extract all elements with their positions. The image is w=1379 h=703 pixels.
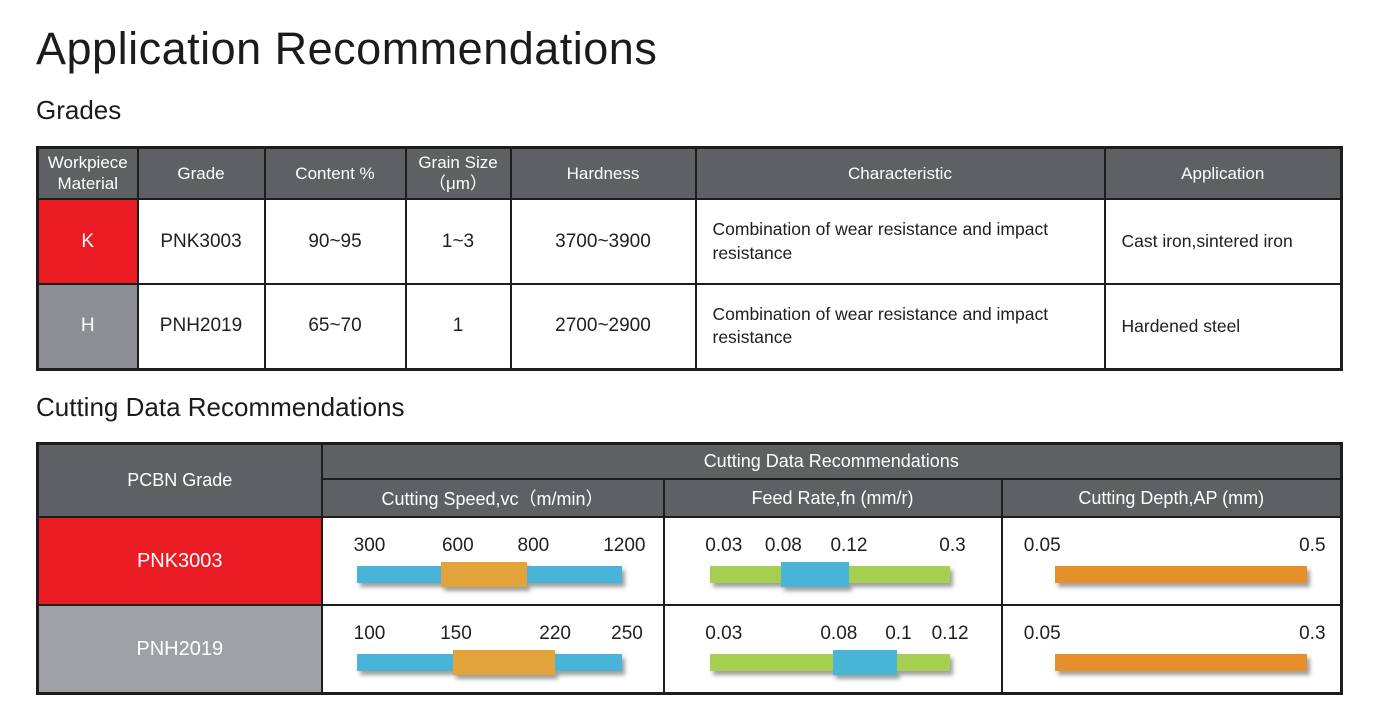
application-value: Hardened steel	[1103, 283, 1343, 371]
col-cutting-data-recommendations: Cutting Data Recommendations	[320, 442, 1343, 481]
page-title: Application Recommendations	[36, 23, 658, 74]
workpiece-letter-k: K	[36, 198, 139, 286]
grades-header-row: Workpiece Material Grade Content % Grain…	[36, 146, 1343, 201]
bar-tick-labels: 300 600 800 1200	[353, 535, 646, 557]
characteristic-value: Combination of wear resistance and impac…	[694, 198, 1106, 286]
workpiece-letter-h: H	[36, 283, 139, 371]
bar-tick-labels: 0.03 0.08 0.1 0.12	[705, 623, 968, 645]
grades-table: Workpiece Material Grade Content % Grain…	[36, 145, 1343, 371]
col-hardness: Hardness	[509, 146, 697, 201]
bar-tick-label: 0.5	[1299, 535, 1326, 557]
grade-value: PNH2019	[136, 283, 266, 371]
content-value: 90~95	[263, 198, 407, 286]
cutting-depth-range-bar: 0.05 0.5	[1000, 516, 1343, 607]
cutting-header-row-sub: Cutting Speed,vc（m/min） Feed Rate,fn (mm…	[38, 478, 1343, 519]
bar-tick-label: 0.03	[705, 623, 743, 645]
col-feed-rate: Feed Rate,fn (mm/r)	[662, 478, 1003, 519]
application-value: Cast iron,sintered iron	[1103, 198, 1343, 286]
feed-rate-range-bar: 0.03 0.08 0.12 0.3	[662, 516, 1003, 607]
optimal-range-segment	[440, 562, 528, 588]
col-grain-size: Grain Size （μm）	[404, 146, 512, 201]
optimal-range-segment	[452, 650, 556, 676]
bar-tick-labels: 0.03 0.08 0.12 0.3	[705, 535, 965, 557]
feed-rate-bar: 0.03 0.08 0.12 0.3	[705, 535, 966, 588]
bar-tick-label: 0.08	[820, 623, 858, 645]
cutting-header-row-span: PCBN Grade Cutting Data Recommendations	[36, 442, 1343, 519]
table-row-k: K PNK3003 90~95 1~3 3700~3900 Combinatio…	[36, 198, 1343, 286]
bar-tick-label: 300	[353, 535, 386, 557]
col-characteristic: Characteristic	[694, 146, 1106, 201]
col-pcbn-grade: PCBN Grade	[36, 442, 323, 519]
range-segment	[709, 566, 782, 584]
table-row-pnh2019: PNH2019 100 150 220 250 0.03 0.08 0.1 0.12 0.0…	[36, 604, 1343, 695]
bar-tick-label: 0.1	[885, 623, 912, 645]
cutting-speed-range-bar: 300 600 800 1200	[320, 516, 665, 607]
grade-value: PNK3003	[136, 198, 266, 286]
bar-tick-label: 800	[517, 535, 550, 557]
bar-tick-label: 0.05	[1023, 623, 1061, 645]
range-segment	[1054, 654, 1308, 672]
bar-tick-label: 0.03	[705, 535, 743, 557]
col-application: Application	[1103, 146, 1343, 201]
bar-tick-label: 100	[353, 623, 386, 645]
range-segment	[709, 654, 833, 672]
col-content: Content %	[263, 146, 407, 201]
bar-tick-label: 150	[440, 623, 472, 645]
range-segment	[897, 654, 951, 672]
bar-tick-labels: 100 150 220 250	[353, 623, 643, 645]
table-row-pnk3003: PNK3003 300 600 800 1200 0.03 0.08 0.12 0.3 0.…	[36, 516, 1343, 607]
grain-size-value: 1~3	[404, 198, 512, 286]
cutting-speed-range-bar: 100 150 220 250	[320, 604, 665, 695]
cutting-data-table: PCBN Grade Cutting Data Recommendations …	[36, 441, 1344, 695]
range-bar-track	[709, 650, 951, 676]
grades-heading: Grades	[36, 95, 122, 126]
range-segment	[527, 566, 622, 584]
cutting-speed-bar: 300 600 800 1200	[353, 535, 646, 588]
cutting-speed-bar: 100 150 220 250	[353, 623, 643, 676]
hardness-value: 2700~2900	[509, 283, 697, 371]
bar-tick-label: 0.12	[830, 535, 868, 557]
pcbn-grade-cell: PNK3003	[36, 516, 323, 607]
bar-tick-labels: 0.05 0.5	[1024, 535, 1326, 557]
range-bar-track	[709, 562, 951, 588]
range-segment	[848, 566, 951, 584]
range-bar-track	[356, 562, 622, 588]
bar-tick-label: 0.12	[931, 623, 969, 645]
range-bar-track	[1054, 562, 1308, 587]
range-bar-track	[1054, 650, 1308, 675]
bar-tick-labels: 0.05 0.3	[1024, 623, 1326, 645]
bar-tick-label: 1200	[603, 535, 646, 557]
pcbn-grade-cell: PNH2019	[36, 604, 323, 695]
bar-tick-label: 0.3	[939, 535, 966, 557]
optimal-range-segment	[832, 650, 898, 676]
range-bar-track	[356, 650, 622, 676]
cutting-depth-bar: 0.05 0.5	[1024, 535, 1326, 587]
range-segment	[555, 654, 622, 672]
range-segment	[356, 654, 453, 672]
bar-tick-label: 250	[611, 623, 643, 645]
col-grade: Grade	[136, 146, 266, 201]
bar-tick-label: 0.05	[1023, 535, 1061, 557]
col-cutting-depth: Cutting Depth,AP (mm)	[1000, 478, 1343, 519]
col-workpiece-material: Workpiece Material	[36, 146, 139, 201]
cutting-data-heading: Cutting Data Recommendations	[36, 391, 405, 422]
range-segment	[1054, 566, 1308, 584]
range-segment	[356, 566, 441, 584]
grain-size-value: 1	[404, 283, 512, 371]
table-row-h: H PNH2019 65~70 1 2700~2900 Combination …	[36, 283, 1343, 371]
optimal-range-segment	[781, 562, 849, 588]
col-cutting-speed: Cutting Speed,vc（m/min）	[320, 478, 665, 519]
cutting-depth-bar: 0.05 0.3	[1024, 623, 1326, 675]
bar-tick-label: 600	[441, 535, 474, 557]
content-value: 65~70	[263, 283, 407, 371]
hardness-value: 3700~3900	[509, 198, 697, 286]
feed-rate-range-bar: 0.03 0.08 0.1 0.12	[662, 604, 1003, 695]
characteristic-value: Combination of wear resistance and impac…	[694, 283, 1106, 371]
cutting-depth-range-bar: 0.05 0.3	[1000, 604, 1343, 695]
bar-tick-label: 0.3	[1299, 623, 1326, 645]
feed-rate-bar: 0.03 0.08 0.1 0.12	[705, 623, 969, 676]
bar-tick-label: 220	[539, 623, 571, 645]
bar-tick-label: 0.08	[764, 535, 802, 557]
